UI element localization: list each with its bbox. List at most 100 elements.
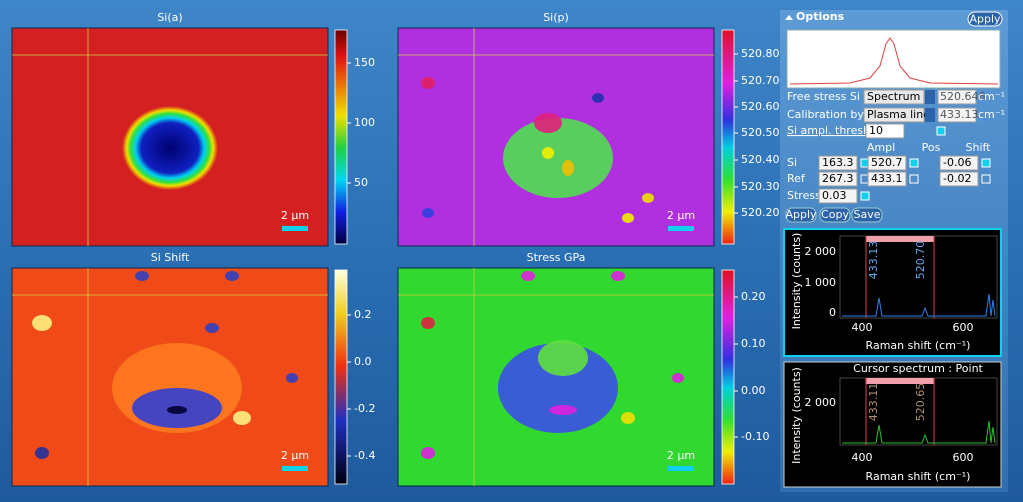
table-header: Ampl <box>867 141 895 154</box>
scale-bar <box>668 226 694 231</box>
map-feature <box>135 271 149 281</box>
table-header: Pos <box>922 141 941 154</box>
map-feature <box>205 323 219 333</box>
checkbox[interactable] <box>909 174 919 184</box>
map-feature <box>521 271 535 281</box>
map-feature <box>503 118 613 198</box>
y-tick-label: 2 000 <box>805 245 837 258</box>
spectrum-title: Cursor spectrum : Point <box>853 362 983 375</box>
scale-bar <box>282 226 308 231</box>
colorbar-label: -0.4 <box>354 449 375 462</box>
preview-plot <box>786 29 1001 89</box>
scale-bar <box>668 466 694 471</box>
colorbar-label: 520.60 <box>741 100 780 113</box>
dropdown[interactable] <box>863 107 925 123</box>
value-text: 433.1 <box>871 172 903 185</box>
map-feature <box>592 93 604 103</box>
peak-label: 520.65 <box>914 383 927 422</box>
map-feature <box>622 213 634 223</box>
apply-button[interactable] <box>967 11 1003 27</box>
button-label[interactable]: Save <box>853 208 880 221</box>
checkbox[interactable] <box>909 158 919 168</box>
map-feature <box>562 160 574 176</box>
colorbar <box>721 29 735 245</box>
button[interactable] <box>785 207 817 223</box>
map-feature <box>225 271 239 281</box>
value-field <box>939 171 979 187</box>
scale-label: 2 µm <box>281 449 309 462</box>
dropdown-value[interactable]: Spectrum <box>867 90 920 103</box>
range-band <box>866 378 934 384</box>
checkbox[interactable] <box>860 191 870 201</box>
value-field <box>867 171 907 187</box>
colorbar-label: 0.20 <box>741 290 766 303</box>
unit: cm⁻¹ <box>978 90 1005 103</box>
map-feature <box>233 411 251 425</box>
spectrum-line <box>842 420 996 444</box>
checkbox[interactable] <box>936 126 946 136</box>
button-label[interactable]: Copy <box>821 208 849 221</box>
value-field <box>937 107 977 123</box>
colorbar-label: 520.30 <box>741 180 780 193</box>
map-feature <box>642 193 654 203</box>
value-text: 433.13 <box>940 108 979 121</box>
map-feature <box>542 147 554 159</box>
map-feature <box>35 447 49 459</box>
dropdown[interactable] <box>863 89 925 105</box>
map-feature <box>549 405 577 415</box>
colorbar <box>334 269 348 485</box>
map-feature <box>421 77 435 89</box>
colorbar <box>334 29 348 245</box>
y-tick-label: 2 000 <box>805 396 837 409</box>
x-axis-label: Raman shift (cm⁻¹) <box>866 339 971 352</box>
y-tick-label: 1 000 <box>805 276 837 289</box>
spectrum-line <box>842 293 996 317</box>
form-label: Calibration by <box>787 108 864 121</box>
value-text: -0.06 <box>943 156 971 169</box>
x-tick-label: 600 <box>953 321 974 334</box>
x-tick-label: 400 <box>852 321 873 334</box>
colorbar <box>721 269 735 485</box>
value-text: 520.7 <box>871 156 903 169</box>
apply-label[interactable]: Apply <box>969 13 1001 26</box>
colorbar-label: 0.2 <box>354 308 372 321</box>
colorbar-label: -0.10 <box>741 430 769 443</box>
collapse-icon <box>785 15 793 20</box>
peak-label: 520.70 <box>914 241 927 280</box>
range-band <box>866 236 934 242</box>
form-label: Si ampl. threshold <box>787 124 887 137</box>
colorbar-label: 0.0 <box>354 355 372 368</box>
map-feature <box>122 106 218 190</box>
map-feature <box>538 340 588 376</box>
button[interactable] <box>851 207 883 223</box>
value-field <box>818 171 858 187</box>
button-label[interactable]: Apply <box>785 208 817 221</box>
x-axis-label: Raman shift (cm⁻¹) <box>866 470 971 483</box>
y-axis-label: Intensity (counts) <box>790 233 803 330</box>
dropdown-value[interactable]: Plasma line <box>867 108 930 121</box>
value-field <box>939 155 979 171</box>
colorbar-label: 150 <box>354 56 375 69</box>
checkbox[interactable] <box>981 158 991 168</box>
value-field[interactable] <box>865 123 905 139</box>
dropdown-arrow[interactable] <box>925 108 935 122</box>
value-text[interactable]: 10 <box>869 124 883 137</box>
map-feature <box>422 208 434 218</box>
preview-curve <box>789 37 999 85</box>
map-feature <box>534 113 562 133</box>
map-feature <box>32 315 52 331</box>
map-title: Si(a) <box>157 11 182 24</box>
checkbox[interactable] <box>981 174 991 184</box>
y-axis-label: Intensity (counts) <box>790 367 803 464</box>
colorbar-label: 520.40 <box>741 153 780 166</box>
scale-label: 2 µm <box>281 209 309 222</box>
unit: cm⁻¹ <box>978 108 1005 121</box>
map-title: Stress GPa <box>527 251 586 264</box>
value-text: -0.02 <box>943 172 971 185</box>
dropdown-arrow[interactable] <box>925 90 935 104</box>
value-field <box>818 188 858 204</box>
button[interactable] <box>819 207 851 223</box>
scale-label: 2 µm <box>667 449 695 462</box>
